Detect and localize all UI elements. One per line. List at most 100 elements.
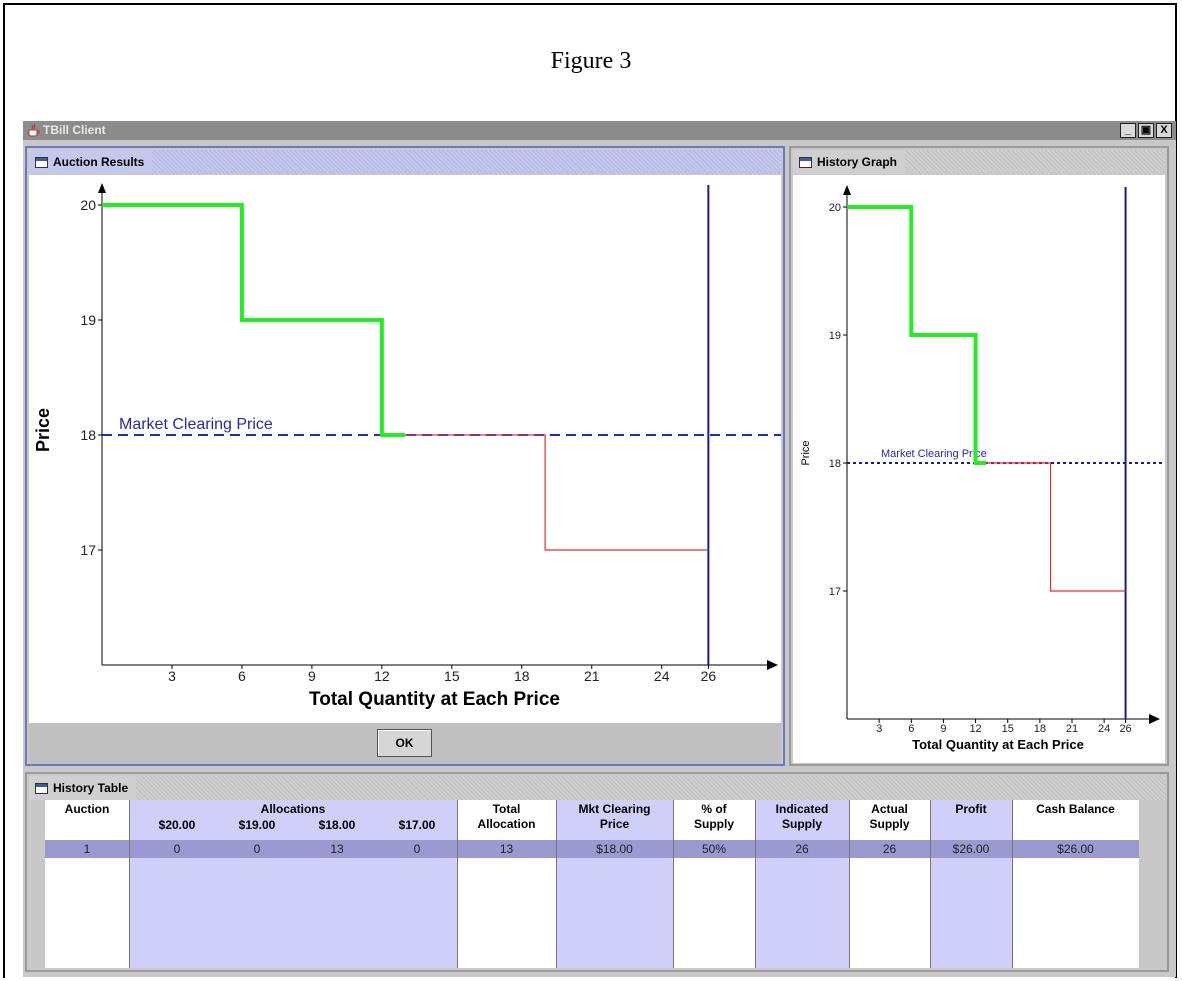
- x-axis-title: Total Quantity at Each Price: [912, 737, 1084, 752]
- header-total-line2: Allocation: [477, 817, 536, 831]
- column-divider: [930, 800, 931, 968]
- history-table: Auction Allocations $20.00 $19.00 $18.00…: [45, 800, 1139, 968]
- restore-button[interactable]: ▣: [1138, 123, 1154, 138]
- header-alloc-17: $17.00: [398, 818, 436, 832]
- header-allocations[interactable]: Allocations: [260, 802, 326, 816]
- restore-icon: ▣: [1140, 124, 1152, 136]
- cell-alloc-18: 13: [330, 842, 344, 856]
- column-divider: [457, 800, 458, 968]
- x-tick-label: 18: [514, 668, 530, 684]
- header-ind-line2: Supply: [781, 817, 822, 831]
- y-tick-label: 20: [80, 197, 96, 213]
- history-table-titlebar[interactable]: History Table: [29, 776, 1165, 800]
- header-total-line1: Total: [492, 802, 521, 816]
- header-alloc-20: $20.00: [158, 818, 196, 832]
- cell-mkt-clearing-price: $18.00: [596, 842, 633, 856]
- ok-bar: OK: [29, 723, 781, 764]
- frame-title: Auction Results: [53, 155, 145, 169]
- cell-alloc-19: 0: [253, 842, 261, 856]
- allocations-column-shade: [129, 800, 457, 968]
- x-tick-label: 3: [168, 668, 176, 684]
- unallocated-demand-line: [986, 462, 1126, 592]
- header-mcp-line2: Price: [599, 817, 630, 831]
- clearing-price-label: Market Clearing Price: [119, 416, 273, 433]
- unallocated-demand-line: [405, 434, 709, 551]
- x-tick-label: 6: [908, 723, 914, 735]
- header-mcp-line1: Mkt Clearing: [578, 802, 651, 816]
- y-tick-label: 20: [829, 202, 841, 214]
- x-tick-label: 21: [1066, 723, 1078, 735]
- frame-icon: [35, 156, 48, 168]
- close-button[interactable]: X: [1156, 123, 1172, 138]
- header-alloc-19: $19.00: [238, 818, 276, 832]
- figure-caption: Figure 3: [550, 48, 632, 74]
- y-tick-label: 17: [829, 586, 841, 598]
- header-auction[interactable]: Auction: [64, 802, 110, 816]
- tbill-client-window: TBill Client _ ▣ X Auction Results 3 6 9 12…: [23, 121, 1176, 977]
- header-act-line1: Actual: [871, 802, 908, 816]
- minimize-icon: _: [1124, 124, 1132, 136]
- header-pct-supply[interactable]: % of Supply: [673, 802, 755, 832]
- java-cup-icon: [28, 123, 40, 137]
- history-graph-chart-svg: 3 6 9 12 15 18 21 24 26 17 18 19 20 Market Clearing P…: [800, 185, 1165, 752]
- cell-alloc-20: 0: [173, 842, 181, 856]
- y-axis-arrow-icon: [843, 185, 851, 195]
- x-axis-title: Total Quantity at Each Price: [309, 689, 560, 710]
- minimize-button[interactable]: _: [1120, 123, 1136, 138]
- y-tick-label: 17: [80, 542, 96, 558]
- header-indicated-supply[interactable]: Indicated Supply: [755, 802, 849, 832]
- mcp-column-shade: [556, 800, 673, 968]
- x-tick-label: 26: [1119, 723, 1131, 735]
- clearing-price-label: Market Clearing Price: [881, 448, 987, 460]
- column-divider: [1012, 800, 1013, 968]
- cell-alloc-17: 0: [413, 842, 421, 856]
- y-tick-label: 19: [80, 312, 96, 328]
- y-tick-label: 18: [80, 427, 96, 443]
- auction-results-chart-svg: 3 6 9 12 15 18 21 24 26 17 18 19 20 Market Clearing P…: [33, 183, 781, 710]
- frame-title: History Table: [53, 781, 129, 795]
- frame-icon: [35, 782, 48, 794]
- y-axis-arrow-icon: [98, 183, 106, 193]
- column-divider: [755, 800, 756, 968]
- x-tick-label: 12: [374, 668, 390, 684]
- header-ind-line1: Indicated: [775, 802, 829, 816]
- cell-actual-supply: 26: [882, 842, 897, 856]
- history-graph-chart: 3 6 9 12 15 18 21 24 26 17 18 19 20 Market Clearing P…: [793, 175, 1165, 763]
- x-tick-label: 9: [308, 668, 316, 684]
- x-tick-label: 24: [1098, 723, 1110, 735]
- allocated-demand-line: [102, 203, 406, 437]
- x-tick-label: 21: [584, 668, 600, 684]
- header-profit[interactable]: Profit: [955, 802, 987, 816]
- header-act-line2: Supply: [869, 817, 910, 831]
- x-tick-label: 18: [1034, 723, 1046, 735]
- profit-column-shade: [930, 800, 1012, 968]
- ok-button[interactable]: OK: [377, 729, 432, 757]
- x-tick-label: 12: [969, 723, 981, 735]
- cell-cash-balance: $26.00: [1057, 842, 1094, 856]
- header-pct-line2: Supply: [693, 817, 734, 831]
- header-alloc-18: $18.00: [318, 818, 356, 832]
- auction-results-titlebar[interactable]: Auction Results: [29, 150, 781, 174]
- indicated-column-shade: [755, 800, 849, 968]
- column-divider: [673, 800, 674, 968]
- cell-profit: $26.00: [952, 842, 990, 856]
- header-cash-balance[interactable]: Cash Balance: [1036, 802, 1115, 816]
- history-graph-titlebar[interactable]: History Graph: [793, 150, 1165, 174]
- x-tick-label: 24: [654, 668, 670, 684]
- close-icon: X: [1160, 124, 1168, 136]
- table-row[interactable]: 1 0 0 13 0 13 $18.00 50% 26 26 $26.00 $2…: [45, 840, 1139, 858]
- x-axis-arrow-icon: [1149, 714, 1160, 724]
- header-mkt-clearing-price[interactable]: Mkt Clearing Price: [556, 802, 673, 832]
- auction-results-chart: 3 6 9 12 15 18 21 24 26 17 18 19 20 Market Clearing P…: [29, 175, 781, 723]
- x-tick-label: 3: [876, 723, 882, 735]
- x-tick-label: 15: [1002, 723, 1014, 735]
- cell-auction: 1: [83, 842, 91, 856]
- app-titlebar[interactable]: TBill Client _ ▣ X: [23, 121, 1176, 140]
- allocated-demand-line: [847, 205, 987, 465]
- header-total-allocation[interactable]: Total Allocation: [457, 802, 556, 832]
- app-title: TBill Client: [43, 123, 106, 137]
- frame-title: History Graph: [817, 155, 898, 169]
- header-pct-line1: % of: [701, 802, 727, 816]
- header-actual-supply[interactable]: Actual Supply: [849, 802, 930, 832]
- y-axis-title: Price: [33, 408, 53, 452]
